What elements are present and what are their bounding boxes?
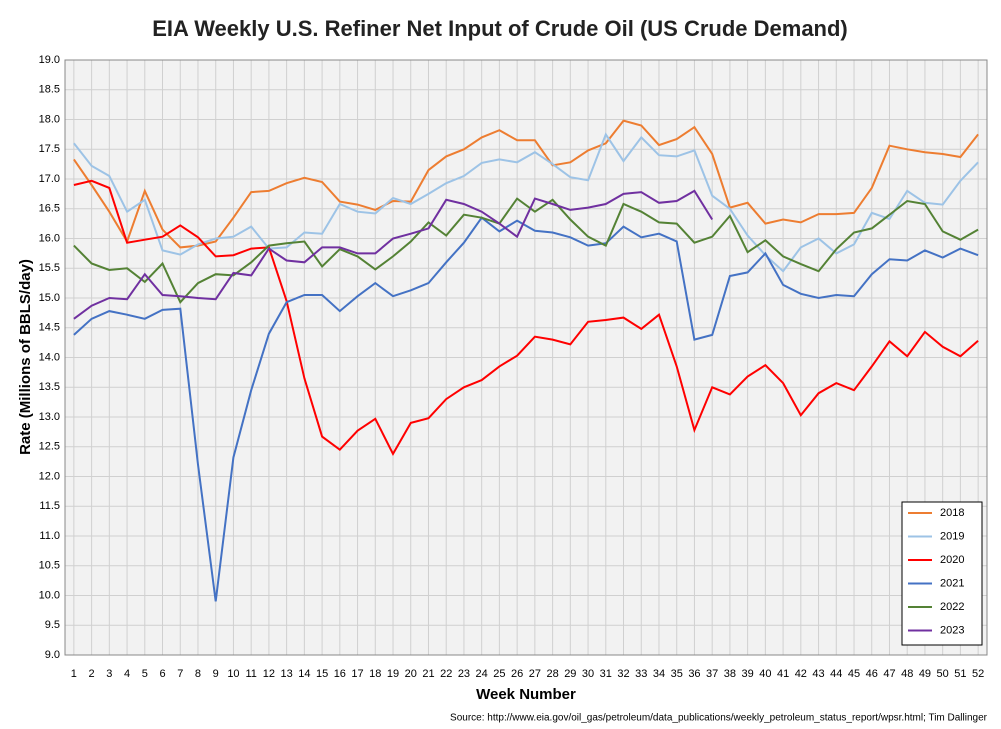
- legend-box: [901, 501, 983, 646]
- x-axis-label: Week Number: [476, 686, 576, 703]
- x-tick-label: 5: [142, 668, 148, 680]
- x-tick-label: 10: [227, 668, 239, 680]
- x-tick-label: 2: [89, 668, 95, 680]
- y-tick-label: 11.0: [39, 530, 60, 542]
- y-tick-label: 9.5: [45, 619, 60, 631]
- x-tick-label: 41: [777, 668, 789, 680]
- source-note: Source: http://www.eia.gov/oil_gas/petro…: [450, 713, 988, 724]
- x-tick-label: 44: [830, 668, 842, 680]
- x-tick-label: 12: [263, 668, 275, 680]
- legend-label: 2018: [940, 507, 964, 519]
- x-tick-label: 4: [124, 668, 130, 680]
- x-tick-label: 29: [564, 668, 576, 680]
- y-tick-label: 16.5: [39, 203, 60, 215]
- y-axis-label: Rate (Millions of BBLS/day): [17, 259, 34, 455]
- series-line: [73, 189, 714, 320]
- y-tick-label: 10.5: [39, 560, 60, 572]
- y-tick-label: 14.0: [39, 351, 60, 363]
- legend-label: 2019: [940, 530, 964, 542]
- series-line: [73, 119, 979, 249]
- x-tick-label: 6: [159, 668, 165, 680]
- legend-label: 2023: [940, 624, 964, 636]
- x-tick-label: 3: [106, 668, 112, 680]
- x-tick-label: 7: [177, 668, 183, 680]
- x-tick-label: 36: [688, 668, 700, 680]
- y-tick-label: 17.5: [39, 143, 60, 155]
- y-tick-label: 9.0: [45, 649, 60, 661]
- x-tick-label: 35: [671, 668, 683, 680]
- x-tick-label: 38: [724, 668, 736, 680]
- x-tick-label: 37: [706, 668, 718, 680]
- x-tick-label: 28: [546, 668, 558, 680]
- y-tick-label: 13.5: [39, 381, 60, 393]
- x-tick-label: 20: [405, 668, 417, 680]
- legend-label: 2020: [940, 554, 964, 566]
- y-tick-label: 15.0: [39, 292, 60, 304]
- x-tick-label: 17: [351, 668, 363, 680]
- x-tick-label: 47: [883, 668, 895, 680]
- x-tick-label: 19: [387, 668, 399, 680]
- x-tick-label: 31: [600, 668, 612, 680]
- x-tick-label: 24: [476, 668, 488, 680]
- y-tick-label: 11.5: [39, 500, 60, 512]
- x-tick-label: 33: [635, 668, 647, 680]
- y-tick-label: 17.0: [39, 173, 60, 185]
- legend-label: 2021: [940, 577, 964, 589]
- x-tick-label: 46: [866, 668, 878, 680]
- x-tick-label: 49: [919, 668, 931, 680]
- y-tick-label: 18.5: [39, 84, 60, 96]
- series-line: [73, 216, 979, 602]
- x-tick-label: 50: [937, 668, 949, 680]
- plot-border: [64, 59, 988, 656]
- y-tick-label: 12.0: [39, 470, 60, 482]
- series-line: [73, 197, 979, 304]
- x-tick-label: 1: [71, 668, 77, 680]
- y-tick-label: 10.0: [39, 589, 60, 601]
- y-tick-label: 16.0: [39, 232, 60, 244]
- series-line: [73, 179, 979, 457]
- x-tick-label: 23: [458, 668, 470, 680]
- y-tick-label: 15.5: [39, 262, 60, 274]
- x-tick-label: 30: [582, 668, 594, 680]
- series-line: [73, 132, 979, 273]
- x-tick-label: 21: [422, 668, 434, 680]
- y-tick-label: 12.5: [39, 441, 60, 453]
- x-tick-label: 27: [529, 668, 541, 680]
- x-tick-label: 16: [334, 668, 346, 680]
- chart-title: EIA Weekly U.S. Refiner Net Input of Cru…: [152, 16, 848, 41]
- x-tick-label: 25: [493, 668, 505, 680]
- x-tick-label: 14: [298, 668, 310, 680]
- x-tick-label: 8: [195, 668, 201, 680]
- x-tick-label: 11: [245, 668, 256, 680]
- legend-label: 2022: [940, 601, 964, 613]
- y-tick-label: 13.0: [39, 411, 60, 423]
- x-tick-label: 32: [617, 668, 629, 680]
- x-tick-label: 43: [812, 668, 824, 680]
- x-tick-label: 22: [440, 668, 452, 680]
- x-tick-label: 45: [848, 668, 860, 680]
- x-tick-label: 15: [316, 668, 328, 680]
- y-tick-label: 19.0: [39, 54, 60, 66]
- x-tick-label: 48: [901, 668, 913, 680]
- x-tick-label: 40: [759, 668, 771, 680]
- x-tick-label: 51: [954, 668, 966, 680]
- x-tick-label: 18: [369, 668, 381, 680]
- x-tick-label: 39: [742, 668, 754, 680]
- y-tick-label: 14.5: [39, 322, 60, 334]
- y-tick-label: 18.0: [39, 113, 60, 125]
- x-tick-label: 34: [653, 668, 665, 680]
- x-tick-label: 52: [972, 668, 984, 680]
- x-tick-label: 42: [795, 668, 807, 680]
- x-tick-label: 26: [511, 668, 523, 680]
- x-tick-label: 13: [281, 668, 293, 680]
- x-tick-label: 9: [213, 668, 219, 680]
